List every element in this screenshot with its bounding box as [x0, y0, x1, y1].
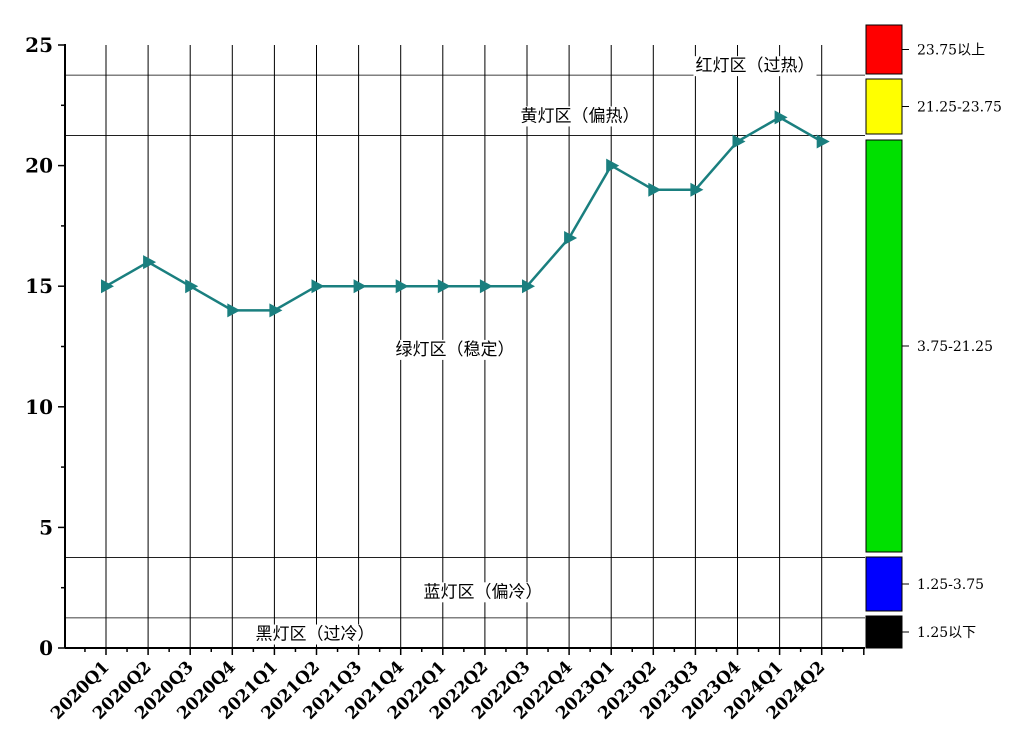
data-point — [143, 255, 157, 270]
y-tick-label: 20 — [25, 154, 53, 178]
data-point — [816, 134, 830, 149]
data-point — [353, 279, 367, 294]
data-point — [732, 134, 746, 149]
data-point — [437, 279, 451, 294]
zone-label-bg — [693, 56, 817, 77]
legend-swatch — [865, 78, 903, 135]
data-point — [101, 279, 114, 294]
zone-label-bg — [253, 624, 377, 645]
series-line — [105, 115, 823, 312]
zone-label: 黄灯区（偏热） — [521, 106, 640, 126]
legend-label: 3.75-21.25 — [917, 339, 993, 355]
data-point — [606, 158, 620, 173]
data-point — [522, 279, 535, 294]
legend-label: 23.75以上 — [917, 43, 985, 59]
data-point — [227, 303, 241, 318]
legend-swatch — [865, 139, 903, 553]
data-point — [185, 279, 199, 294]
data-point — [311, 279, 325, 294]
y-tick-label: 0 — [39, 636, 53, 660]
legend-swatch — [865, 24, 903, 75]
series-markers — [101, 110, 830, 318]
data-point — [269, 303, 283, 318]
zone-label: 黑灯区（过冷） — [256, 625, 375, 645]
series-line — [105, 115, 823, 312]
vertical-grid — [105, 45, 823, 648]
zone-label-bg — [393, 339, 517, 360]
legend-label: 21.25-23.75 — [917, 100, 1002, 116]
zone-labels: 红灯区（过热） 黄灯区（偏热） 绿灯区（稳定） 蓝灯区（偏冷） 黑灯区（过冷） — [253, 56, 817, 645]
legend-label: 1.25-3.75 — [917, 577, 984, 593]
zone-label-bg — [421, 582, 545, 603]
y-tick-label: 25 — [25, 33, 53, 57]
y-tick-label: 5 — [39, 515, 53, 539]
data-point — [395, 279, 409, 294]
data-point — [479, 279, 493, 294]
zone-legend: 23.75以上 21.25-23.75 3.75-21.25 1.25-3.75 1.2… — [865, 24, 1002, 649]
zone-label: 红灯区（过热） — [696, 56, 815, 76]
data-point — [648, 182, 662, 197]
y-axis-ticks: 0 5 10 15 20 25 — [25, 33, 65, 660]
legend-label: 1.25以下 — [917, 625, 976, 641]
legend-swatch — [865, 556, 903, 612]
y-tick-label: 10 — [25, 395, 53, 419]
zone-label-bg — [518, 106, 642, 127]
data-point — [774, 110, 788, 125]
data-point — [690, 182, 704, 197]
y-tick-label: 15 — [25, 274, 53, 298]
zone-label: 蓝灯区（偏冷） — [424, 582, 543, 602]
x-axis-ticks: 2020Q12020Q22020Q32020Q42021Q12021Q22021… — [47, 648, 865, 724]
data-point — [564, 230, 578, 245]
legend-swatch — [865, 615, 903, 649]
zone-label: 绿灯区（稳定） — [396, 340, 515, 360]
